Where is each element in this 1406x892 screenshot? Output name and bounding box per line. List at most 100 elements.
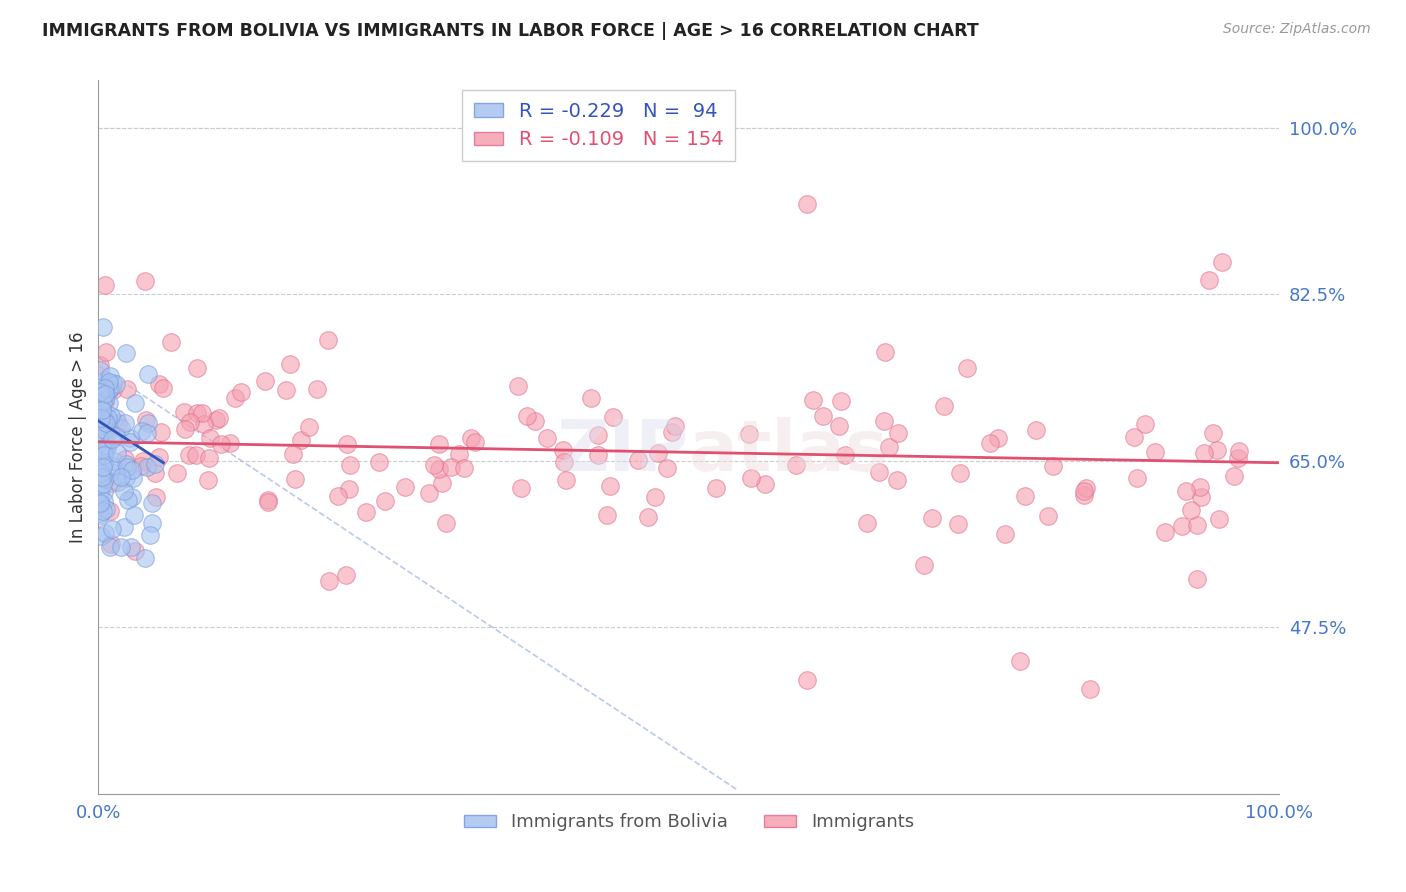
Point bbox=[956, 360, 979, 375]
Point bbox=[1229, 444, 1251, 458]
Point bbox=[114, 417, 136, 431]
Point bbox=[1189, 480, 1212, 494]
Point bbox=[811, 409, 834, 423]
Point bbox=[90, 426, 112, 441]
Point bbox=[374, 494, 396, 508]
Point bbox=[94, 381, 117, 395]
Point bbox=[949, 466, 972, 480]
Point bbox=[510, 481, 533, 495]
Point bbox=[274, 383, 297, 397]
Point bbox=[112, 520, 135, 534]
Y-axis label: In Labor Force | Age > 16: In Labor Force | Age > 16 bbox=[69, 331, 87, 543]
Point bbox=[93, 494, 115, 508]
Point bbox=[93, 457, 115, 471]
Point bbox=[1008, 654, 1031, 668]
Point bbox=[177, 449, 200, 463]
Point bbox=[184, 448, 207, 462]
Point bbox=[134, 274, 156, 288]
Point bbox=[596, 508, 619, 522]
Point bbox=[90, 470, 112, 484]
Point bbox=[117, 382, 139, 396]
Point bbox=[110, 421, 132, 435]
Point bbox=[1036, 508, 1059, 523]
Point bbox=[94, 394, 117, 409]
Point bbox=[877, 440, 900, 454]
Point bbox=[107, 475, 129, 490]
Point bbox=[94, 345, 117, 359]
Point bbox=[131, 458, 153, 473]
Point bbox=[440, 460, 463, 475]
Point bbox=[335, 567, 357, 582]
Point bbox=[932, 399, 955, 413]
Point bbox=[117, 492, 139, 507]
Point bbox=[418, 485, 440, 500]
Point bbox=[254, 374, 277, 388]
Point bbox=[94, 416, 117, 430]
Point bbox=[115, 460, 138, 475]
Point bbox=[93, 485, 115, 500]
Point bbox=[460, 431, 482, 445]
Point bbox=[1073, 488, 1095, 502]
Point bbox=[120, 431, 142, 445]
Point bbox=[318, 574, 340, 589]
Point bbox=[796, 673, 818, 687]
Point bbox=[740, 470, 762, 484]
Point bbox=[1154, 525, 1177, 540]
Point bbox=[120, 541, 142, 555]
Point bbox=[1126, 471, 1149, 485]
Point bbox=[644, 491, 666, 505]
Point bbox=[114, 345, 136, 359]
Point bbox=[136, 417, 159, 431]
Point bbox=[94, 526, 117, 541]
Point bbox=[96, 437, 118, 451]
Point bbox=[89, 358, 111, 372]
Point bbox=[93, 423, 115, 437]
Point bbox=[664, 418, 686, 433]
Point bbox=[257, 493, 280, 508]
Point bbox=[198, 450, 221, 465]
Point bbox=[316, 333, 339, 347]
Point bbox=[141, 496, 163, 510]
Point bbox=[105, 411, 128, 425]
Point bbox=[101, 376, 124, 391]
Point bbox=[114, 451, 136, 466]
Text: Source: ZipAtlas.com: Source: ZipAtlas.com bbox=[1223, 22, 1371, 37]
Point bbox=[1189, 491, 1212, 505]
Point bbox=[94, 472, 117, 486]
Point bbox=[207, 411, 229, 425]
Point bbox=[101, 522, 124, 536]
Point bbox=[305, 382, 328, 396]
Point bbox=[148, 450, 170, 465]
Point bbox=[803, 392, 825, 407]
Point bbox=[91, 504, 114, 518]
Point bbox=[115, 470, 138, 484]
Point bbox=[464, 434, 486, 449]
Point bbox=[186, 406, 208, 420]
Point bbox=[994, 527, 1017, 541]
Point bbox=[190, 406, 212, 420]
Point bbox=[979, 436, 1001, 450]
Point bbox=[98, 382, 121, 396]
Point bbox=[856, 516, 879, 531]
Point bbox=[143, 467, 166, 481]
Point bbox=[104, 376, 127, 391]
Point bbox=[785, 458, 807, 472]
Point bbox=[136, 425, 159, 440]
Point bbox=[868, 465, 890, 479]
Point bbox=[256, 494, 278, 508]
Point bbox=[1198, 273, 1220, 287]
Point bbox=[284, 472, 307, 486]
Point bbox=[98, 422, 121, 436]
Point bbox=[94, 373, 117, 387]
Point bbox=[1074, 481, 1097, 495]
Point bbox=[429, 462, 451, 476]
Point bbox=[828, 419, 851, 434]
Point bbox=[1042, 458, 1064, 473]
Point bbox=[100, 466, 122, 480]
Point bbox=[1014, 489, 1036, 503]
Point bbox=[90, 466, 112, 480]
Point bbox=[93, 459, 115, 474]
Point bbox=[912, 558, 935, 572]
Point bbox=[90, 529, 112, 543]
Point bbox=[1187, 517, 1209, 532]
